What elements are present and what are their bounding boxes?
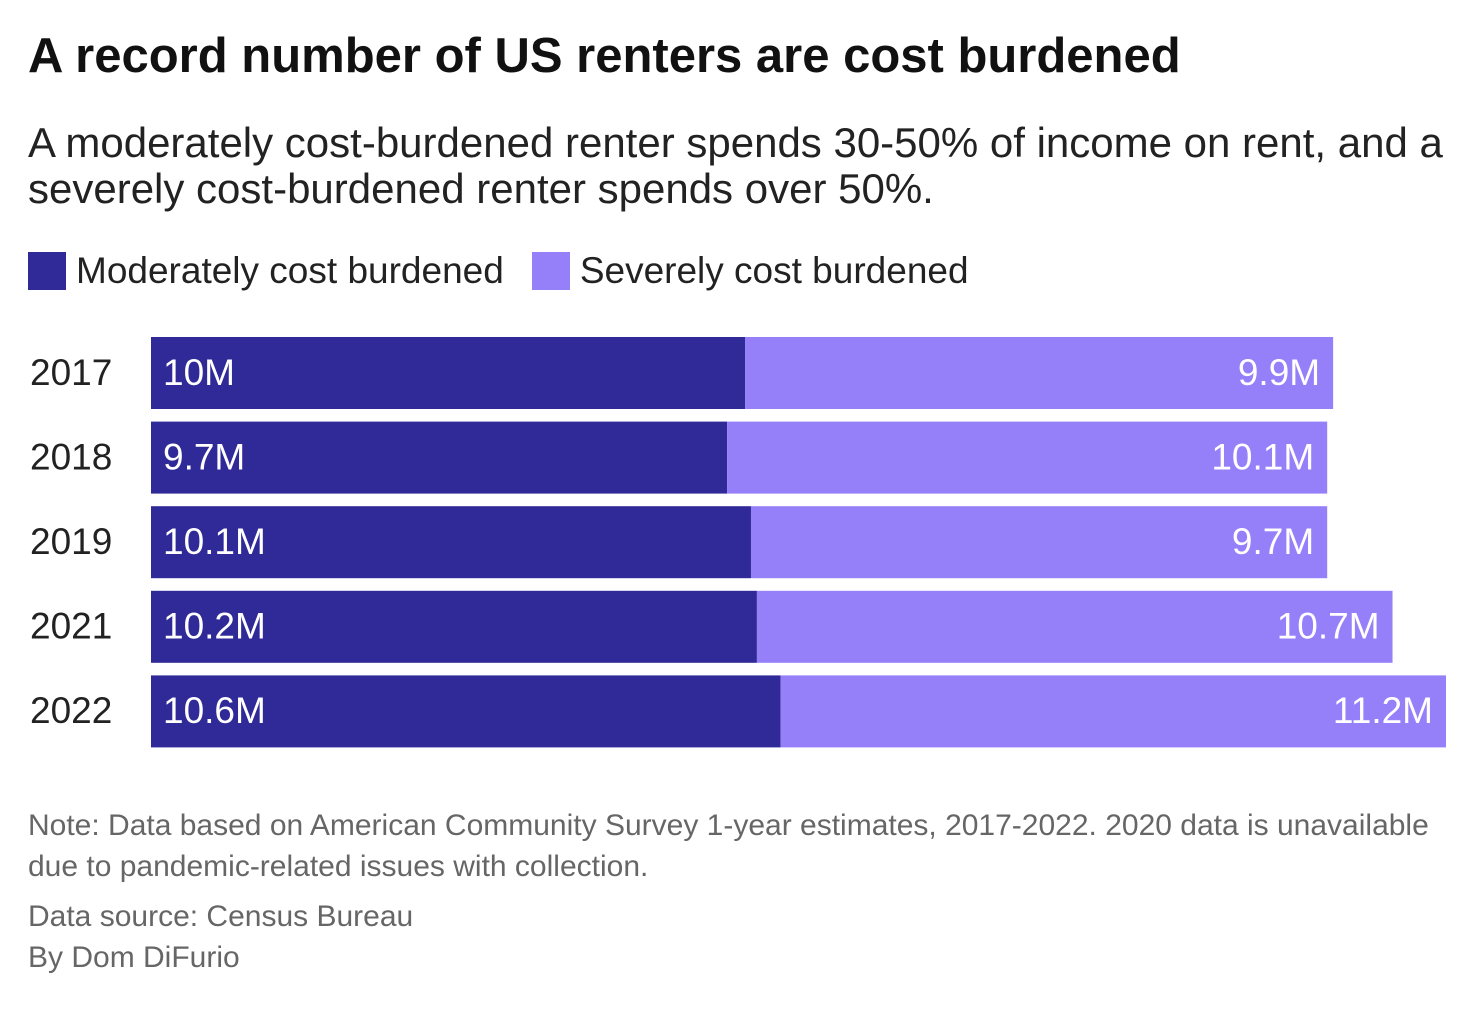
value-label: 9.7M (163, 436, 245, 477)
bar-segment (727, 421, 1328, 494)
legend-item: Moderately cost burdened (28, 250, 504, 292)
bar-segment (151, 337, 746, 409)
bar-segment (151, 675, 781, 748)
y-tick-label: 2022 (30, 690, 112, 731)
chart-title: A record number of US renters are cost b… (28, 29, 1181, 83)
legend-swatch (28, 252, 66, 290)
legend-swatch (531, 252, 570, 290)
note: Note: Data based on American Community S… (28, 809, 1429, 883)
chart-subtitle: A moderately cost-burdened renter spends… (28, 119, 1443, 212)
value-label: 10.1M (163, 521, 266, 562)
source: Data source: Census Bureau (28, 900, 414, 933)
chart: 2017 10M 9.9M 2018 9.7M 10.1M 2019 10.1M 9.7M 202… (30, 337, 1446, 748)
bar-segment (151, 421, 728, 494)
y-tick-label: 2019 (30, 521, 112, 562)
value-label: 10.7M (1277, 606, 1380, 647)
bar-segment (756, 590, 1393, 663)
value-label: 10.2M (163, 606, 266, 647)
bar-segment (745, 337, 1334, 409)
legend: Moderately cost burdened Severely cost bu… (28, 250, 969, 292)
byline: By Dom DiFurio (28, 941, 240, 974)
value-label: 10.1M (1211, 436, 1314, 477)
y-tick-label: 2018 (30, 436, 112, 477)
legend-label: Severely cost burdened (579, 250, 969, 291)
legend-label: Moderately cost burdened (76, 250, 504, 291)
bar-segment (780, 675, 1446, 748)
value-label: 10M (163, 352, 235, 393)
bar-segment (750, 506, 1328, 579)
bar-segment (151, 506, 751, 579)
y-tick-label: 2017 (30, 352, 112, 393)
legend-item: Severely cost burdened (531, 250, 969, 292)
value-label: 11.2M (1333, 690, 1433, 731)
value-label: 9.9M (1238, 352, 1320, 393)
y-tick-label: 2021 (30, 606, 112, 647)
bar-segment (151, 590, 757, 663)
value-label: 9.7M (1232, 521, 1314, 562)
value-label: 10.6M (163, 690, 266, 731)
